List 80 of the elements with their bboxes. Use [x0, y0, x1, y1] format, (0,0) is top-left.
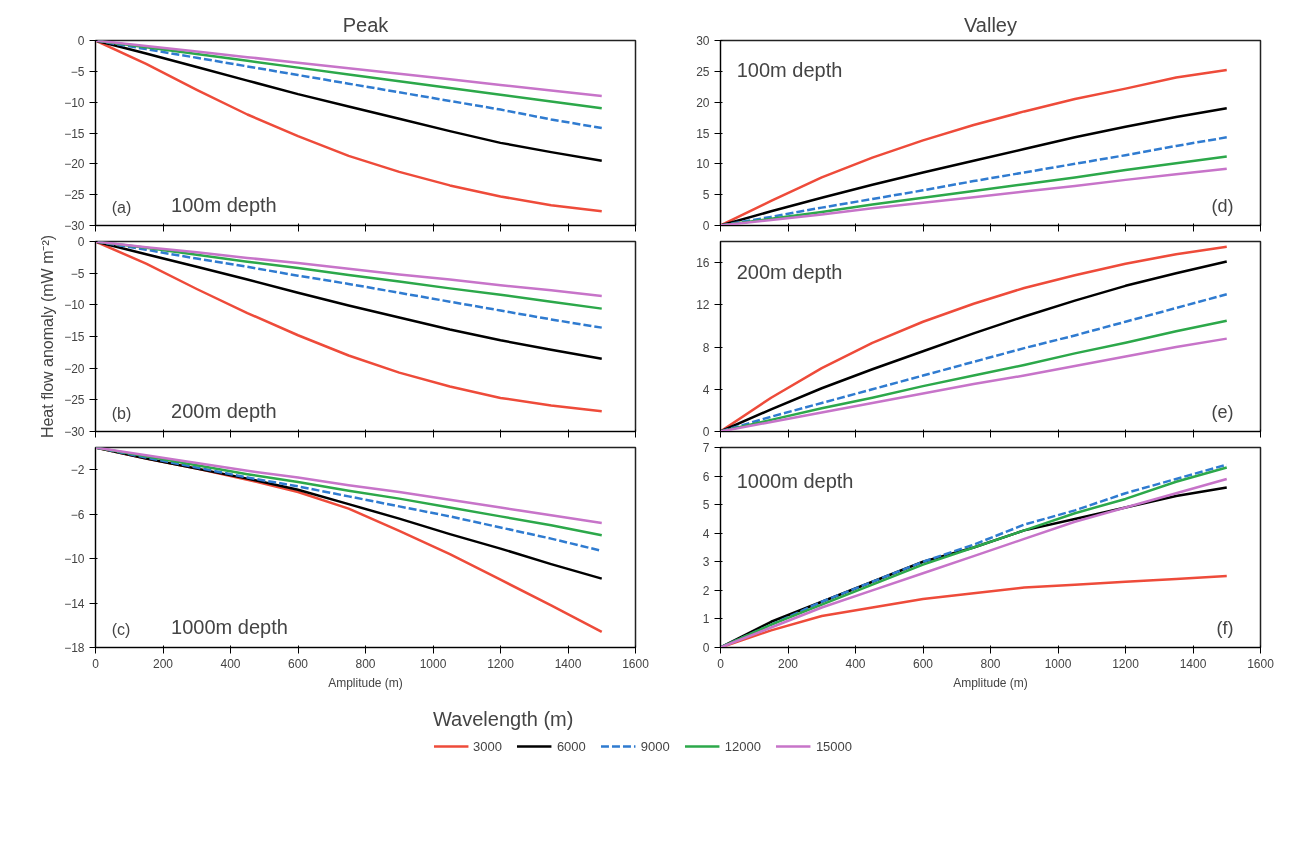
y-tick-label: −20	[64, 361, 85, 376]
x-tick-label: 400	[220, 656, 241, 671]
x-tick-label: 600	[912, 656, 934, 671]
y-tick-label: 0	[77, 235, 85, 249]
y-tick-label: 16	[696, 256, 710, 271]
y-tick-label: 0	[702, 641, 710, 655]
annotation: 1000m depth	[736, 469, 854, 492]
y-tick-label: 2	[702, 583, 710, 598]
annotation: 1000m depth	[171, 615, 288, 638]
annotation: 100m depth	[736, 59, 843, 82]
y-tick-label: 10	[696, 157, 710, 172]
annotation: (f)	[1216, 617, 1234, 638]
x-tick-label: 200	[777, 656, 799, 671]
x-tick-label: 1000	[419, 656, 447, 671]
x-tick-label: 1200	[487, 656, 515, 671]
annotation: (d)	[1211, 196, 1234, 217]
annotation: (a)	[111, 199, 132, 217]
y-tick-label: 0	[702, 219, 710, 233]
y-tick-label: 0	[77, 34, 85, 48]
y-tick-label: −20	[64, 157, 85, 172]
chart-title: Peak	[342, 13, 390, 36]
y-tick-label: 5	[702, 498, 710, 513]
y-tick-label: 6	[702, 469, 710, 484]
x-tick-label: 1600	[1247, 656, 1275, 671]
annotation: 200m depth	[171, 400, 277, 422]
x-tick-label: 1400	[1179, 656, 1207, 671]
y-tick-label: 30	[696, 34, 710, 48]
y-tick-label: −10	[64, 95, 85, 110]
annotation: (e)	[1211, 402, 1234, 422]
y-tick-label: −25	[64, 393, 85, 408]
y-tick-label: −6	[70, 507, 85, 522]
y-tick-label: 4	[702, 382, 710, 397]
y-tick-label: 7	[702, 441, 710, 455]
y-tick-label: −18	[64, 641, 85, 655]
annotation: 200m depth	[736, 261, 843, 284]
y-tick-label: −10	[64, 298, 85, 313]
x-tick-label: 200	[152, 656, 174, 671]
y-tick-label: 4	[702, 526, 710, 541]
y-axis-title: Heat flow anomaly (mW m⁻²)	[39, 234, 57, 439]
y-tick-label: 3	[702, 555, 710, 570]
legend-title: Wavelength (m)	[432, 708, 575, 731]
y-tick-label: −5	[70, 266, 85, 281]
x-tick-label: 1600	[622, 656, 650, 671]
y-tick-label: −10	[64, 552, 85, 567]
annotation: (c)	[111, 620, 131, 638]
y-tick-label: 1	[702, 612, 710, 627]
x-axis-title: Amplitude (m)	[953, 675, 1028, 690]
chart-title: Valley	[964, 13, 1018, 36]
x-tick-label: 800	[980, 656, 1001, 671]
legend-label: 12000	[724, 738, 761, 754]
y-tick-label: −25	[64, 188, 85, 203]
legend-label: 6000	[556, 738, 586, 754]
y-tick-label: −15	[64, 126, 85, 141]
x-tick-label: 1200	[1112, 656, 1140, 671]
legend-label: 3000	[472, 738, 502, 754]
y-tick-label: 8	[702, 340, 710, 355]
y-tick-label: 25	[696, 64, 710, 79]
annotation: (b)	[111, 405, 132, 422]
y-tick-label: −5	[70, 64, 85, 79]
x-tick-label: 800	[355, 656, 376, 671]
x-tick-label: 0	[92, 656, 100, 671]
x-tick-label: 1000	[1044, 656, 1072, 671]
y-tick-label: 12	[696, 298, 710, 313]
y-tick-label: 0	[702, 425, 710, 439]
legend-label: 15000	[815, 738, 853, 754]
y-tick-label: 5	[702, 188, 710, 203]
x-tick-label: 400	[845, 656, 866, 671]
y-tick-label: −2	[70, 463, 85, 478]
y-tick-label: 20	[696, 95, 710, 110]
x-tick-label: 600	[287, 656, 309, 671]
y-tick-label: 15	[696, 126, 710, 141]
y-tick-label: −30	[64, 425, 85, 439]
annotation: 100m depth	[171, 194, 277, 217]
y-tick-label: −14	[64, 596, 85, 611]
x-tick-label: 1400	[554, 656, 582, 671]
legend-label: 9000	[640, 738, 670, 754]
y-tick-label: −15	[64, 330, 85, 344]
y-tick-label: −30	[64, 219, 85, 233]
x-axis-title: Amplitude (m)	[328, 675, 403, 690]
x-tick-label: 0	[717, 656, 725, 671]
